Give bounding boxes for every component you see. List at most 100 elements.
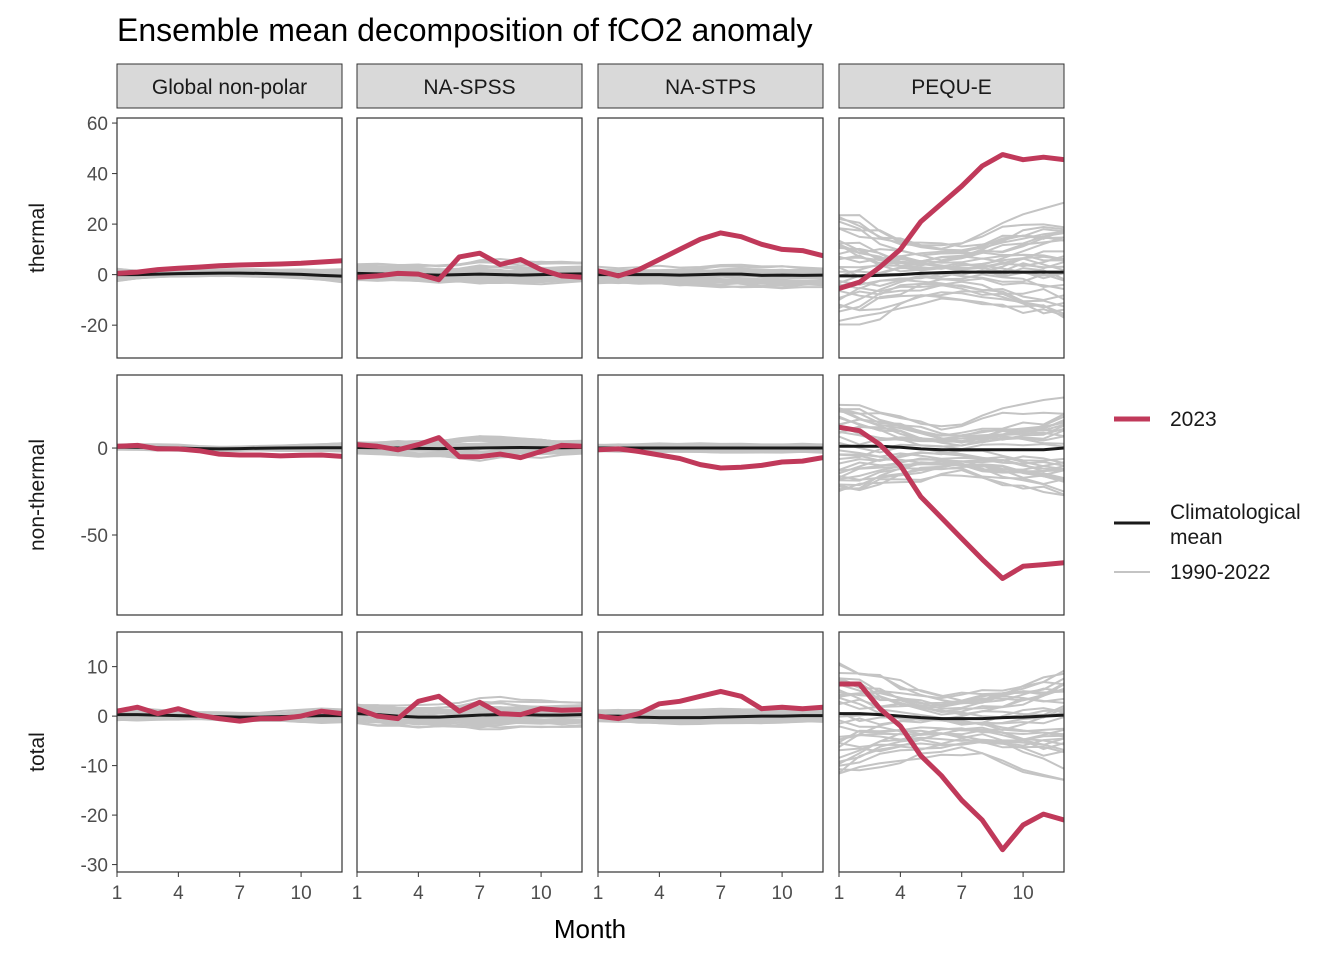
facet-panel [356, 374, 583, 616]
panel-border [356, 117, 583, 359]
historical-series-line [839, 291, 1064, 315]
historical-series-line [839, 277, 1064, 312]
series-2023-line [598, 230, 823, 279]
climatology-series-line [598, 272, 823, 277]
historical-series-line [839, 469, 1064, 497]
historical-series-line [839, 294, 1064, 326]
facet-strips: Global non-polar NA-SPSS NA-STPS PEQU-E [116, 63, 1065, 109]
row-label: thermal [26, 203, 49, 273]
panel-border [838, 631, 1065, 873]
x-tick-label: 1 [593, 883, 604, 904]
historical-series-line [839, 737, 1064, 774]
historical-series-line [839, 462, 1064, 482]
panel-border [597, 631, 824, 873]
legend-label-climatology-line2: mean [1170, 526, 1223, 549]
historical-series-line [839, 677, 1064, 707]
series-2023-line [117, 258, 342, 276]
series-2023-line [839, 152, 1064, 291]
x-tick-label: 1 [112, 883, 123, 904]
series-2023-line [117, 704, 342, 724]
historical-series-line [598, 280, 823, 290]
x-axis-label: Month [554, 914, 626, 944]
x-tick-label: 4 [895, 883, 906, 904]
climatology-series-line [117, 271, 342, 278]
y-tick-label: -30 [81, 856, 108, 877]
facet-strip-bg [597, 63, 824, 109]
legend: 2023 Climatological mean 1990-2022 [1114, 408, 1301, 584]
chart-title: Ensemble mean decomposition of fCO2 anom… [117, 12, 812, 48]
facet-strip-bg [116, 63, 343, 109]
y-tick-label: -10 [81, 757, 108, 778]
historical-series-line [839, 396, 1064, 428]
panel-border [356, 374, 583, 616]
historical-series-line [839, 473, 1064, 496]
x-tick-label: 4 [413, 883, 424, 904]
facet-strip-label: Global non-polar [152, 76, 307, 99]
historical-series-line [839, 239, 1064, 264]
series-2023-line [598, 446, 823, 471]
facet-panel [597, 117, 824, 359]
facet-strip-bg [356, 63, 583, 109]
facet-strip-label: PEQU-E [911, 76, 992, 99]
panel-border [356, 631, 583, 873]
y-tick-label: 0 [97, 707, 108, 728]
historical-series-line [839, 752, 1064, 781]
facet-panel [116, 374, 343, 616]
series-2023-line [357, 435, 582, 461]
historical-series-line [357, 274, 582, 280]
series-2023-line [839, 681, 1064, 853]
historical-series-line [839, 216, 1064, 247]
historical-series-line [598, 719, 823, 725]
facet-panel [116, 631, 343, 873]
historical-series-line [357, 278, 582, 283]
y-tick-label: 0 [97, 266, 108, 287]
facet-panel [356, 117, 583, 359]
x-tick-label: 10 [1013, 883, 1034, 904]
series-2023-line [357, 250, 582, 283]
panel-border [116, 631, 343, 873]
historical-series-line [839, 464, 1064, 491]
facet-panel [116, 117, 343, 359]
historical-series-line [839, 746, 1064, 781]
historical-series-line [839, 220, 1064, 262]
historical-series-line [839, 461, 1064, 493]
legend-label-2023: 2023 [1170, 408, 1217, 431]
y-tick-label: 60 [87, 114, 108, 135]
climatology-series-line [839, 270, 1064, 278]
historical-series-line [839, 280, 1064, 301]
x-tick-label: 7 [956, 883, 967, 904]
historical-series-line [839, 244, 1064, 271]
panel-border [597, 374, 824, 616]
series-2023-line [357, 693, 582, 722]
x-tick-label: 10 [531, 883, 552, 904]
historical-series-line [357, 710, 582, 716]
historical-series-line [839, 719, 1064, 747]
panel-border [116, 117, 343, 359]
facet-panel [838, 374, 1065, 616]
x-tick-label: 4 [654, 883, 665, 904]
facet-panel [838, 117, 1065, 359]
historical-series-line [839, 680, 1064, 700]
historical-series-line [839, 451, 1064, 467]
x-tick-label: 4 [173, 883, 184, 904]
y-tick-label: 40 [87, 165, 108, 186]
x-tick-label: 7 [234, 883, 245, 904]
historical-series-line [598, 280, 823, 288]
x-tick-label: 7 [715, 883, 726, 904]
historical-series-line [839, 418, 1064, 438]
y-tick-label: -20 [81, 316, 108, 337]
historical-series-line [357, 438, 582, 445]
historical-series-line [839, 740, 1064, 767]
historical-series-line [357, 276, 582, 285]
axes: thermal 60 40 20 0 -20 non-thermal 0 -50 total 10 0… [26, 114, 1034, 904]
facet-panels [116, 117, 1065, 873]
historical-series-line [839, 267, 1064, 288]
climatology-series-line [839, 712, 1064, 721]
x-tick-label: 1 [352, 883, 363, 904]
facet-strip-label: NA-SPSS [423, 76, 515, 99]
y-tick-label: -50 [81, 526, 108, 547]
series-2023-line [117, 442, 342, 459]
facet-strip-label: NA-STPS [665, 76, 756, 99]
y-tick-label: -20 [81, 806, 108, 827]
